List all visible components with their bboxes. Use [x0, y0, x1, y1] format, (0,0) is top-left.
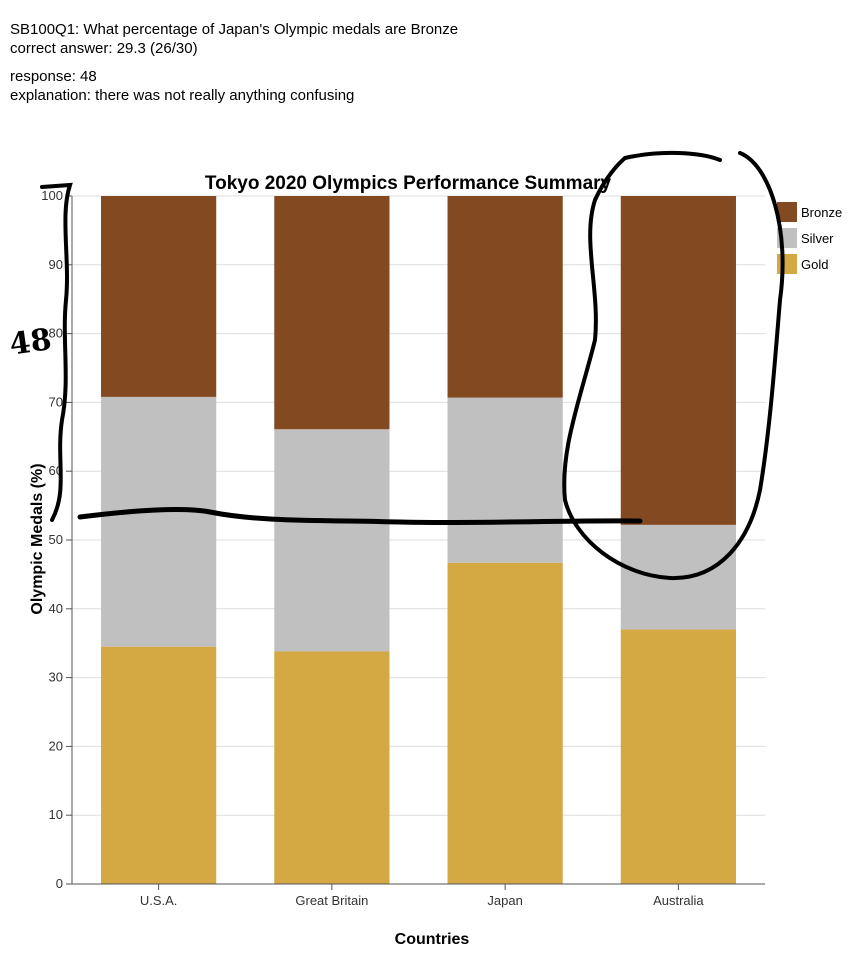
legend-swatch-gold: [777, 254, 797, 274]
annotation-handwritten-number: 48: [7, 322, 53, 362]
y-tick-label: 20: [49, 738, 63, 753]
y-tick-label: 100: [41, 188, 63, 203]
bar-gold-great-britain: [274, 651, 390, 884]
bar-silver-u-s-a-: [101, 396, 217, 647]
y-axis-title: Olympic Medals (%): [29, 463, 46, 614]
x-axis-title: Countries: [395, 931, 470, 948]
x-tick-label: Japan: [487, 893, 522, 908]
y-tick-label: 10: [49, 807, 63, 822]
x-tick-label: Australia: [653, 893, 704, 908]
question-text: SB100Q1: What percentage of Japan's Olym…: [10, 21, 459, 38]
explanation-text: explanation: there was not really anythi…: [10, 87, 355, 104]
legend-label-bronze: Bronze: [801, 205, 842, 220]
bar-silver-great-britain: [274, 429, 390, 652]
legend-label-gold: Gold: [801, 257, 828, 272]
bar-bronze-u-s-a-: [101, 196, 217, 397]
bar-gold-japan: [447, 562, 563, 884]
y-tick-label: 80: [49, 326, 63, 341]
bar-gold-u-s-a-: [101, 646, 217, 884]
bar-bronze-japan: [447, 196, 563, 398]
y-tick-label: 40: [49, 601, 63, 616]
y-tick-label: 90: [49, 257, 63, 272]
chart-title: Tokyo 2020 Olympics Performance Summary: [205, 173, 612, 194]
bar-bronze-australia: [620, 196, 736, 525]
correct-answer-text: correct answer: 29.3 (26/30): [10, 40, 198, 57]
x-tick-label: U.S.A.: [140, 893, 178, 908]
legend: Bronze Silver Gold: [777, 202, 842, 274]
annotation-circle: [562, 150, 785, 581]
handwritten-annotations: 48: [7, 150, 785, 581]
y-tick-label: 30: [49, 670, 63, 685]
bar-gold-australia: [620, 629, 736, 884]
y-tick-label: 70: [49, 394, 63, 409]
x-tick-label: Great Britain: [295, 893, 368, 908]
bars: [101, 196, 736, 884]
annotation-horizontal-line: [77, 507, 643, 526]
response-text: response: 48: [10, 68, 97, 85]
y-tick-label: 50: [49, 532, 63, 547]
annotation-vertical-stroke: [40, 182, 73, 522]
legend-swatch-bronze: [777, 202, 797, 222]
y-tick-label: 0: [56, 876, 63, 891]
legend-label-silver: Silver: [801, 231, 834, 246]
question-header: SB100Q1: What percentage of Japan's Olym…: [10, 20, 458, 105]
bar-bronze-great-britain: [274, 196, 390, 430]
bar-silver-japan: [447, 397, 563, 563]
